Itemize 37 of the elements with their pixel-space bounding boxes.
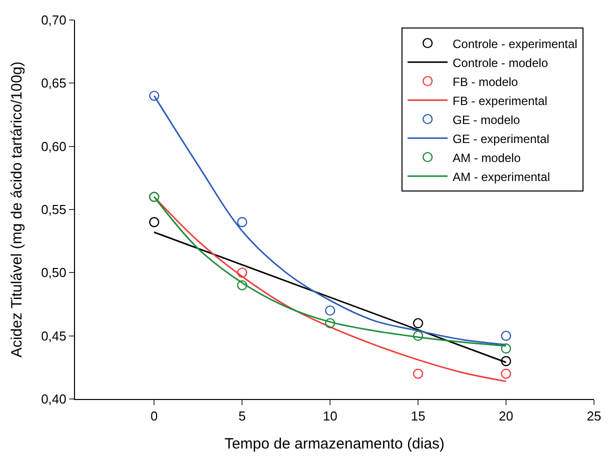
point bbox=[325, 318, 336, 328]
x-tick-label: 15 bbox=[410, 408, 426, 424]
point bbox=[325, 305, 336, 316]
x-tick-label: 0 bbox=[150, 408, 158, 424]
point bbox=[149, 90, 160, 101]
y-tick-label: 0,70 bbox=[41, 12, 66, 28]
x-axis-title: Tempo de armazenamento (dias) bbox=[224, 436, 445, 453]
y-tick-label: 0,45 bbox=[41, 328, 66, 344]
legend-label: GE - modelo bbox=[452, 112, 520, 127]
point bbox=[500, 368, 512, 379]
point bbox=[237, 268, 248, 278]
legend-label: AM - experimental bbox=[452, 170, 550, 184]
point bbox=[412, 368, 424, 379]
point bbox=[412, 330, 424, 341]
point bbox=[500, 356, 512, 366]
point bbox=[412, 318, 424, 328]
y-tick-label: 0,55 bbox=[41, 202, 66, 218]
legend-label: GE - experimental bbox=[452, 132, 550, 146]
x-tick-label: 5 bbox=[238, 408, 246, 424]
legend-label: FB - experimental bbox=[452, 94, 548, 108]
legend-label: FB - modelo bbox=[452, 74, 518, 89]
point bbox=[237, 280, 248, 290]
x-tick-label: 10 bbox=[322, 408, 338, 424]
point bbox=[149, 217, 160, 228]
point bbox=[237, 217, 248, 228]
legend-label: AM - modelo bbox=[452, 150, 521, 165]
y-tick-label: 0,40 bbox=[41, 392, 66, 407]
y-tick-label: 0,60 bbox=[41, 138, 66, 154]
point bbox=[500, 330, 512, 341]
y-tick-label: 0,50 bbox=[41, 265, 66, 280]
legend-label: Controle - modelo bbox=[452, 56, 548, 70]
point bbox=[500, 343, 512, 354]
y-tick-label: 0,65 bbox=[41, 76, 66, 91]
x-tick-label: 20 bbox=[498, 408, 514, 424]
x-tick-label: 25 bbox=[586, 408, 602, 424]
y-axis-title: Acidez Titulável (mg de ácido tartárico/100g) bbox=[8, 62, 26, 358]
legend-label: Controle - experimental bbox=[452, 36, 578, 51]
